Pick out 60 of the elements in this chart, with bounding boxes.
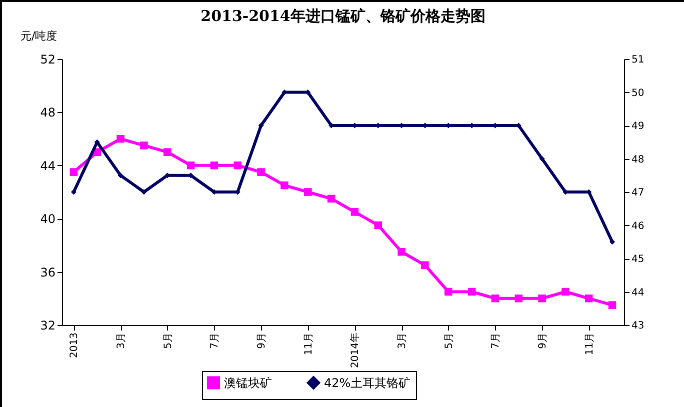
x-tick-label: 5月: [162, 332, 174, 349]
y2-tick-label: 43: [632, 320, 644, 332]
point: [257, 168, 265, 176]
y2-tick-label: 48: [632, 154, 644, 166]
x-tick-label: 9月: [538, 332, 549, 349]
x-tick-label: 5月: [444, 332, 455, 349]
point: [350, 208, 359, 216]
y-tick-label: 36: [40, 265, 56, 280]
y2-tick-label: 45: [632, 254, 644, 265]
y-tick-label: 44: [40, 158, 56, 173]
point: [562, 288, 570, 296]
legend-label: 澳锰块矿: [224, 376, 272, 390]
y-tick-label: 52: [40, 52, 56, 66]
y-axis-title: 元/吨度: [20, 30, 58, 42]
point: [538, 294, 546, 302]
point: [141, 189, 147, 195]
chart-title: 2013-2014年进口锰矿、铬矿价格走势图: [200, 7, 486, 25]
point: [280, 181, 288, 190]
point: [421, 261, 429, 270]
point: [234, 162, 242, 170]
x-tick-label: 2014年: [349, 332, 362, 368]
point: [327, 194, 336, 203]
x-tick-label: 11月: [584, 332, 596, 356]
y2-tick-label: 44: [632, 287, 644, 298]
y2-tick-label: 49: [632, 121, 644, 132]
y2-tick-label: 51: [632, 54, 644, 66]
x-tick-label: 3月: [116, 332, 128, 349]
point: [164, 148, 172, 156]
point: [610, 239, 616, 245]
x-tick-label: 7月: [490, 332, 502, 349]
point: [491, 294, 500, 302]
legend-label: 42%土耳其铬矿: [324, 376, 411, 390]
y-tick-label: 48: [40, 106, 56, 120]
y2-tick-label: 47: [632, 188, 644, 198]
point: [398, 248, 406, 256]
point: [444, 288, 452, 296]
point: [70, 168, 78, 176]
x-tick-label: 9月: [256, 332, 268, 349]
x-tick-label: 11月: [303, 332, 314, 356]
x-tick-label: 3月: [397, 332, 408, 349]
point: [70, 189, 76, 195]
y2-tick-label: 46: [632, 220, 644, 232]
point: [304, 188, 312, 196]
point: [585, 294, 593, 302]
point: [118, 172, 124, 178]
y-tick-label: 32: [40, 318, 56, 332]
y2-tick-label: 50: [632, 88, 644, 99]
x-tick-label: 7月: [210, 332, 221, 349]
point: [116, 134, 124, 143]
point: [186, 162, 195, 170]
point: [374, 221, 382, 230]
point: [140, 142, 148, 150]
point: [468, 288, 476, 296]
point: [608, 301, 616, 309]
x-tick-label: 2013: [69, 332, 80, 358]
point: [539, 156, 545, 162]
point: [514, 294, 522, 302]
point: [210, 162, 218, 170]
point: [258, 122, 264, 128]
y-tick-label: 40: [40, 212, 56, 226]
